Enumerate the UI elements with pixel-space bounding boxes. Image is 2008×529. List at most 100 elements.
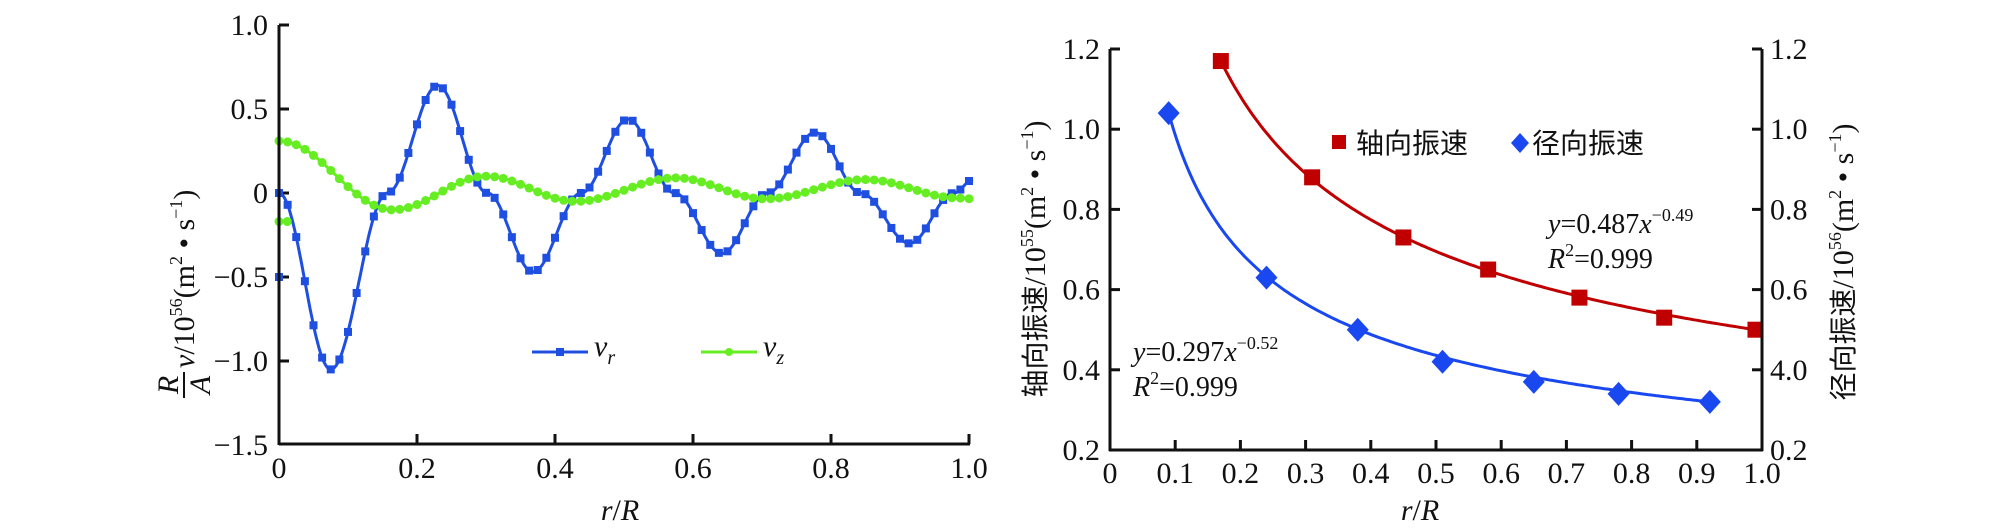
data-point — [792, 190, 801, 200]
data-point — [775, 180, 784, 189]
data-point — [551, 233, 559, 242]
plot-area — [1157, 53, 1764, 414]
data-point — [1747, 321, 1764, 338]
data-point — [291, 140, 301, 150]
data-point — [1431, 349, 1454, 374]
data-point — [852, 175, 862, 185]
y-right-title-unit-close: ) — [1827, 123, 1860, 133]
data-point — [663, 184, 672, 193]
y-left-title-text: 轴向振速/1055(m2 • s−1) — [1017, 120, 1052, 397]
r2-radial-val: =0.999 — [1159, 372, 1238, 403]
data-point — [818, 132, 827, 141]
data-point — [817, 182, 827, 192]
y-left-title-base: /10 — [1019, 247, 1052, 285]
eq-radial-y: y — [1130, 337, 1146, 368]
data-point — [429, 191, 439, 201]
data-point — [861, 190, 870, 199]
y-left-tick-label: 1.2 — [1063, 33, 1101, 66]
data-point — [809, 128, 818, 137]
data-point — [309, 150, 318, 160]
data-point — [947, 189, 956, 198]
y-right-tick-label: 1.0 — [1770, 113, 1808, 146]
data-point — [783, 192, 793, 202]
y-tick-label: 1.0 — [231, 9, 269, 42]
data-point — [525, 266, 534, 275]
right-chart: 0 0.1 0.2 0.3 0.4 0.5 0.6 0.7 0.8 0.9 1.0 0.20.40.… — [1017, 33, 1860, 527]
x-axis-title: r/R — [1401, 494, 1439, 527]
y-tick-label: 0.5 — [231, 93, 269, 126]
data-point — [964, 194, 974, 204]
legend-label-vz-main: v — [763, 330, 777, 363]
data-point — [827, 144, 835, 153]
data-point — [1480, 261, 1497, 278]
data-point — [300, 277, 309, 286]
x-tick-label: 0.2 — [398, 452, 436, 485]
data-point — [378, 203, 387, 213]
legend-label-vz: vz — [763, 330, 784, 369]
data-point — [688, 175, 698, 185]
data-point — [344, 327, 352, 336]
data-point — [783, 165, 792, 174]
y-right-tick-label: 4.0 — [1770, 354, 1808, 387]
y-title-fraction-numerator: R — [152, 376, 185, 395]
data-point — [412, 200, 422, 210]
legend: 轴向振速 径向振速 — [1332, 127, 1644, 160]
y-title-unit-exp: 2 — [166, 256, 186, 265]
data-point — [369, 212, 378, 221]
data-point — [473, 178, 482, 187]
data-point — [620, 116, 628, 125]
data-point — [774, 193, 784, 203]
r2-radial-R: R — [1132, 372, 1150, 403]
data-point — [1395, 229, 1412, 246]
y-right-tick-label: 1.2 — [1770, 33, 1808, 66]
y-title-exp: 56 — [166, 298, 186, 316]
eq-radial-x: x — [1223, 337, 1237, 368]
eq-axial-y: y — [1545, 209, 1561, 240]
data-point — [352, 288, 361, 297]
x-axis-title: r/R — [601, 494, 639, 527]
data-point — [602, 191, 612, 201]
data-point — [318, 353, 327, 362]
eq-axial-exp: −0.49 — [1652, 205, 1694, 225]
data-point — [826, 180, 836, 190]
y-right-title-exp: 56 — [1825, 232, 1845, 250]
legend-swatch-axial — [1332, 135, 1346, 149]
data-point — [413, 120, 421, 129]
y-title-fraction-denominator: A — [184, 375, 217, 396]
y-tick-label: −0.5 — [214, 261, 268, 294]
data-point — [1255, 265, 1278, 290]
data-point — [912, 185, 922, 195]
data-point — [878, 210, 887, 219]
y-axis-right-title: 径向振速/1056(m2 • s−1) — [1825, 123, 1860, 400]
y-left-tick-label: 0.6 — [1063, 274, 1101, 307]
data-point — [689, 209, 697, 218]
x-tick-label: 1.0 — [1743, 457, 1781, 490]
data-point — [317, 158, 327, 168]
legend-label-radial: 径向振速 — [1532, 127, 1644, 160]
y-axis-left-title: 轴向振速/1055(m2 • s−1) — [1017, 120, 1052, 397]
data-point — [869, 175, 879, 185]
x-title-var2: R — [1420, 494, 1439, 527]
y-tick-label: 0 — [253, 177, 268, 210]
data-point — [757, 194, 767, 204]
legend-label-axial: 轴向振速 — [1356, 127, 1468, 160]
series-axial — [1212, 53, 1764, 338]
data-point — [938, 192, 948, 202]
data-point — [378, 192, 387, 201]
x-tick-label: 0.8 — [1613, 457, 1651, 490]
data-point — [1522, 369, 1545, 394]
data-point — [585, 183, 594, 192]
data-point — [636, 179, 646, 189]
data-point — [464, 155, 473, 164]
y-title-unit-exp2: −1 — [166, 200, 186, 219]
data-point — [541, 190, 551, 200]
x-tick-label: 0.3 — [1287, 457, 1325, 490]
y-tick-label: −1.0 — [214, 345, 268, 378]
y-left-title-unit-close: ) — [1019, 120, 1052, 130]
data-point — [403, 203, 413, 213]
x-tick-label: 0.6 — [1482, 457, 1520, 490]
y-right-tick-label: 0.6 — [1770, 274, 1808, 307]
y-title-unit-close: ) — [168, 190, 201, 200]
data-point — [913, 235, 922, 244]
eq-radial-coef: =0.297 — [1145, 337, 1224, 368]
